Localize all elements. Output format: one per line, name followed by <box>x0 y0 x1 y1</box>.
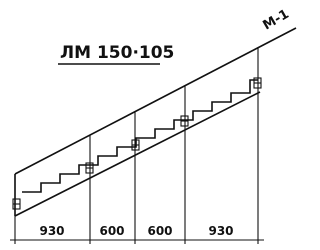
mark-label: М-1 <box>261 7 292 34</box>
drawing: ЛМ 150·105 М-1 930 600 600 930 <box>0 0 320 250</box>
dimension: 930 <box>39 224 64 238</box>
steps <box>22 80 258 192</box>
title: ЛМ 150·105 <box>60 43 174 63</box>
dimension: 600 <box>147 224 172 238</box>
bolts <box>13 78 261 209</box>
dimension: 600 <box>99 224 124 238</box>
dimension: 930 <box>208 224 233 238</box>
